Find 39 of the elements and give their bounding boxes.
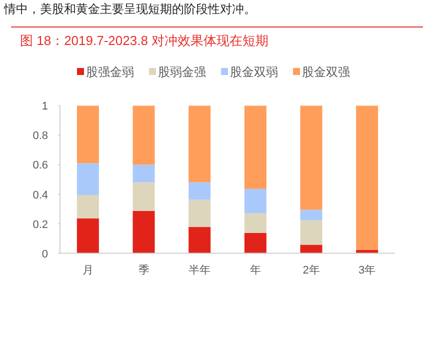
bar (300, 220, 322, 245)
bar (132, 106, 155, 165)
bar (76, 163, 99, 195)
bar (188, 106, 211, 182)
bar (300, 210, 322, 220)
x-tick-label: 年 (250, 264, 261, 276)
bar (300, 244, 322, 254)
legend-label: 股金双强 (302, 65, 350, 79)
legend-label: 股金双弱 (230, 65, 278, 79)
bar (188, 182, 211, 200)
y-tick-label: 0.4 (32, 189, 48, 202)
x-tick-label: 月 (82, 264, 94, 276)
bar (76, 195, 99, 218)
legend-label: 股强金弱 (86, 65, 134, 79)
bar (300, 106, 322, 210)
bar (132, 210, 155, 254)
y-tick-label: 1 (42, 100, 48, 113)
text: 情中，美股和黄金主要呈现短期的阶段性对冲。 (3, 2, 256, 16)
bar (188, 200, 211, 228)
x-tick-label: 2年 (302, 264, 320, 276)
legend-label: 股弱金强 (158, 65, 206, 79)
bar (132, 164, 155, 182)
bar (188, 227, 211, 254)
bar (132, 182, 155, 211)
y-tick-label: 0 (42, 248, 48, 260)
bar (244, 213, 266, 233)
y-tick-label: 0.2 (32, 218, 48, 231)
y-tick-label: 0.8 (32, 130, 48, 142)
y-tick-label: 0.6 (32, 160, 48, 172)
bar (76, 218, 99, 254)
bar (244, 188, 266, 214)
bar (244, 232, 266, 254)
x-tick-label: 3年 (358, 264, 376, 276)
bar (76, 106, 99, 164)
chart-title: 图 18：2019.7-2023.8 对冲效果体现在短期 (20, 33, 269, 48)
x-tick-label: 半年 (188, 263, 211, 276)
bar (244, 106, 266, 189)
bar (356, 106, 378, 250)
x-tick-label: 季 (138, 263, 150, 276)
